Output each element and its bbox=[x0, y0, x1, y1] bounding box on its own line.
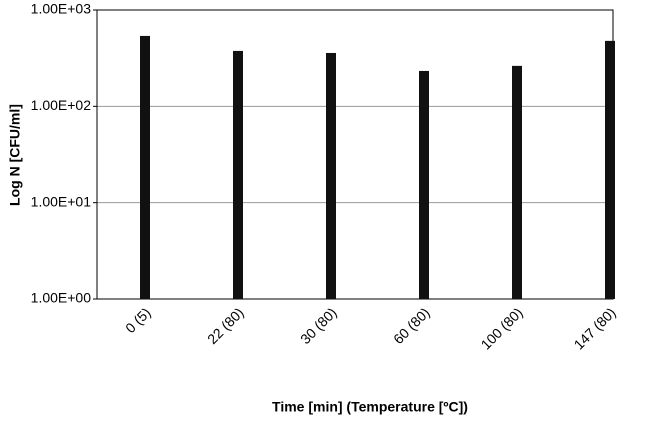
y-tick-label: 1.00E+00 bbox=[31, 290, 92, 306]
plot-border bbox=[96, 9, 614, 300]
x-tick-label: 0 (5) bbox=[122, 304, 154, 336]
bar bbox=[605, 40, 615, 300]
bar bbox=[326, 52, 336, 299]
y-axis-title: Log N [CFU/ml] bbox=[7, 104, 23, 206]
x-tick-label: 100 (80) bbox=[478, 304, 526, 352]
x-axis-title: Time [min] (Temperature [ºC]) bbox=[272, 399, 468, 415]
x-tick-label: 30 (80) bbox=[297, 304, 340, 347]
bar bbox=[233, 50, 243, 300]
x-tick-label: 147 (80) bbox=[571, 304, 619, 352]
x-tick-label: 60 (80) bbox=[390, 304, 433, 347]
x-tick-label: 22 (80) bbox=[204, 304, 247, 347]
bar bbox=[140, 35, 150, 300]
y-tick-label: 1.00E+02 bbox=[31, 97, 92, 113]
y-tick-label: 1.00E+01 bbox=[31, 193, 92, 209]
bar bbox=[512, 65, 522, 299]
bar bbox=[419, 70, 429, 300]
y-tick-label: 1.00E+03 bbox=[31, 1, 92, 17]
